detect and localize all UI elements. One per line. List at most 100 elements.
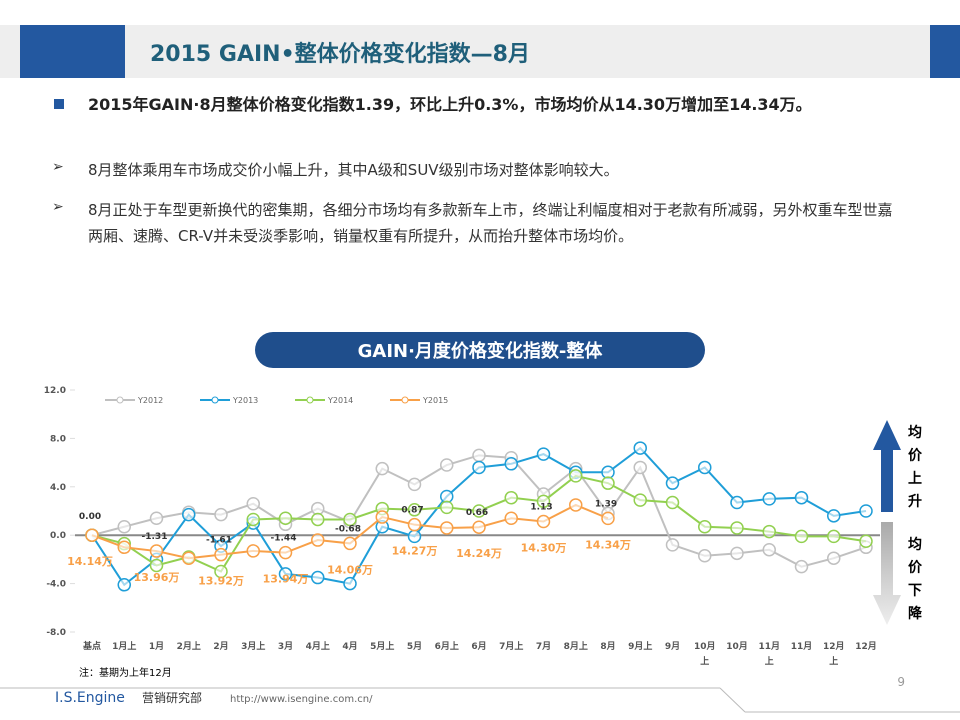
point <box>665 476 680 490</box>
up-arrow <box>873 420 901 512</box>
x-tick-label: 2月 <box>213 641 228 652</box>
point <box>182 507 196 522</box>
x-tick-label: 7月 <box>536 641 551 652</box>
x-tick-label: 9月 <box>665 641 680 652</box>
point <box>859 504 873 518</box>
legend-label: Y2012 <box>137 396 163 405</box>
price-label: 13.96万 <box>134 571 180 584</box>
point <box>407 503 422 517</box>
x-tick-label: 3月 <box>278 641 293 652</box>
point <box>730 495 744 510</box>
legend-label: Y2014 <box>327 396 353 405</box>
point <box>149 558 164 573</box>
point <box>569 498 583 512</box>
point <box>601 476 615 490</box>
side-label: 均价上升 <box>908 424 923 510</box>
value-label: 0.87 <box>401 506 423 516</box>
point <box>762 542 776 557</box>
x-tick-part: 12月 <box>823 641 845 652</box>
point <box>311 512 325 527</box>
point <box>117 540 131 555</box>
point <box>794 490 809 505</box>
point <box>698 519 712 534</box>
point <box>859 534 873 548</box>
point <box>730 521 744 535</box>
side-char: 均 <box>908 424 922 441</box>
footer-brand: I.S.Engine <box>55 690 125 706</box>
side-char: 均 <box>908 536 922 553</box>
value-label: 1.13 <box>530 503 552 513</box>
y-tick-label: 12.0 <box>44 386 66 396</box>
point <box>472 520 486 534</box>
point <box>698 460 712 475</box>
point <box>762 524 776 539</box>
point <box>762 492 776 506</box>
point <box>794 559 809 574</box>
price-label: 14.14万 <box>67 555 113 568</box>
x-tick-label: 1月 <box>149 641 164 652</box>
x-tick-label: 11月 <box>791 641 813 652</box>
legend-marker <box>116 396 124 404</box>
point <box>182 551 196 565</box>
price-label: 13.92万 <box>198 575 244 588</box>
legend-marker <box>401 396 409 404</box>
x-tick-label: 8月上 <box>564 640 588 652</box>
point <box>440 521 454 535</box>
point <box>827 551 841 565</box>
point <box>472 504 486 518</box>
point <box>504 457 518 471</box>
price-label: 14.34万 <box>585 538 631 551</box>
point <box>343 512 357 527</box>
x-tick-label: 9月上 <box>628 640 652 652</box>
x-tick-part: 上 <box>829 655 838 667</box>
slide-title: 2015 GAIN•整体价格变化指数—8月 <box>150 42 530 67</box>
bullet-text: 8月正处于车型更新换代的密集期，各细分市场均有多款新车上市，终端让利幅度相对于老… <box>88 201 893 245</box>
y-tick-label: 0.0 <box>50 531 66 541</box>
value-label: -1.61 <box>206 536 232 546</box>
x-tick-label: 1月上 <box>112 640 136 652</box>
x-tick-label: 5月 <box>407 641 422 652</box>
point <box>407 529 422 544</box>
x-tick-label: 4月 <box>342 641 357 652</box>
x-tick-label: 6月 <box>471 641 486 652</box>
bullet-arrow: ➢ <box>52 199 64 215</box>
legend-label: Y2013 <box>232 396 258 405</box>
value-label: -1.31 <box>142 532 168 542</box>
footnote: 注：基期为上年12月 <box>79 666 172 679</box>
value-label: 0.00 <box>79 512 101 522</box>
side-label: 均价下降 <box>908 536 923 622</box>
x-tick-label: 2月上 <box>177 640 201 652</box>
bullet-text: 2015年GAIN·8月整体价格变化指数1.39，环比上升0.3%，市场均价从1… <box>88 95 812 114</box>
point <box>214 507 228 522</box>
point <box>343 576 357 591</box>
point <box>536 494 551 509</box>
y-tick-label: 4.0 <box>50 483 66 493</box>
x-tick-part: 11月 <box>758 641 780 652</box>
x-tick-label: 12月 <box>855 641 877 652</box>
point <box>214 547 228 562</box>
value-label: 1.39 <box>595 499 617 509</box>
down-arrow <box>873 522 901 625</box>
side-char: 上 <box>908 471 922 487</box>
point <box>633 460 647 475</box>
point <box>440 458 454 472</box>
point <box>407 517 422 532</box>
x-tick-label: 4月上 <box>306 640 330 652</box>
point <box>117 519 131 534</box>
x-tick-label: 基点 <box>82 640 101 652</box>
value-label: -1.44 <box>271 534 297 544</box>
point <box>117 578 131 592</box>
side-char: 下 <box>908 583 922 599</box>
point <box>665 538 680 552</box>
x-tick-label: 10月上 <box>694 641 716 667</box>
price-label: 14.24万 <box>456 547 502 560</box>
chart-title-pill <box>255 332 705 368</box>
bullet-arrow: ➢ <box>52 159 64 175</box>
point <box>665 495 680 510</box>
legend-marker <box>306 396 314 404</box>
bullet-square <box>54 99 64 109</box>
point <box>633 441 647 455</box>
side-char: 升 <box>908 493 922 510</box>
point <box>536 447 551 461</box>
